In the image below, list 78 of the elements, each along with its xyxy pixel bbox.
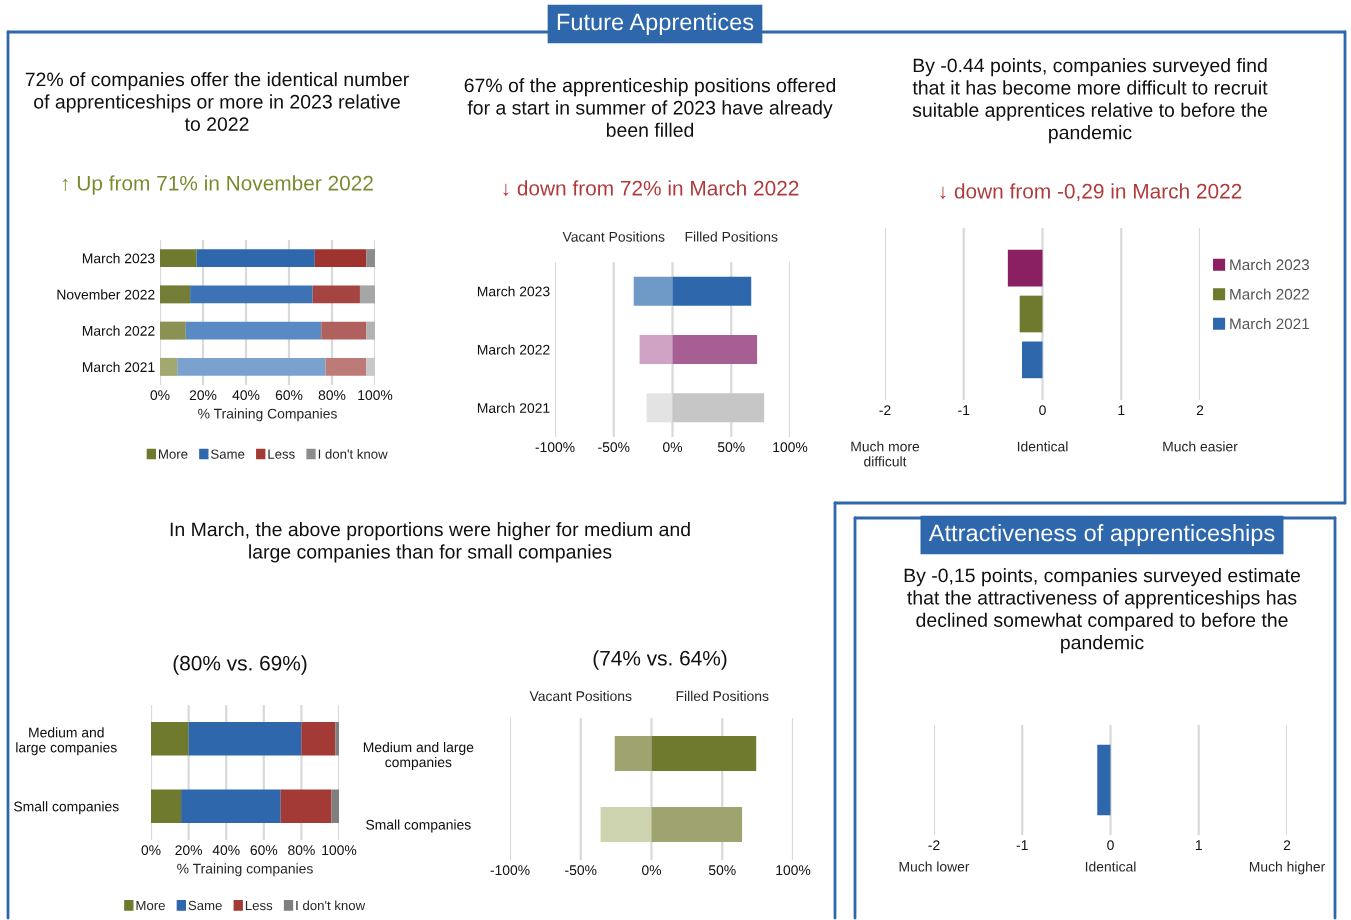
x-tick-label: 50% [717,442,745,453]
text: Identical [1017,441,1068,452]
x-tick-label: 100% [322,845,357,856]
y-tick-label: March 2021 [82,361,155,373]
x-tick-label: -100% [490,865,530,876]
y-tick-label: Small companies [14,801,119,815]
legend-label: March 2022 [1230,288,1309,300]
legend-label: I don't know [296,900,366,911]
text: Vacant Positions [529,690,632,702]
text: Vacant Positions [562,231,665,242]
legend-label: I don't know [318,449,388,459]
text: Future Apprentices [557,13,754,35]
x-tick-label: 50% [708,865,736,876]
x-tick-label: 100% [773,442,808,453]
y-tick-label: March 2022 [477,344,550,355]
legend-label: Same [211,449,245,459]
text: Much lower [899,861,970,872]
legend-label: March 2021 [1230,317,1309,330]
x-axis-title: % Training Companies [198,408,337,422]
x-tick-label: -50% [598,442,630,453]
x-tick-label: 20% [175,845,203,856]
text: In March, the above proportions were higher for medium and large companies than for small companies [170,522,690,563]
x-tick-label: 80% [288,845,315,856]
chart-title: 67% of the apprenticeship positions offered for a start in summer of 2023 have already been filled [464,78,836,137]
x-tick-label: 20% [189,390,217,401]
y-tick-label: March 2023 [82,253,155,264]
y-tick-label: March 2023 [477,286,550,297]
x-tick-label: 100% [776,865,811,876]
x-tick-label: 60% [275,390,303,401]
text: Much easier [1163,441,1238,452]
x-tick-label: 2 [1196,405,1204,415]
text: Much more difficult [851,441,920,467]
x-tick-label: -1 [1016,840,1028,850]
x-tick-label: 0% [642,865,662,876]
x-tick-label: 40% [232,390,260,401]
x-tick-label: 0 [1039,405,1046,416]
y-tick-label: March 2021 [477,402,550,413]
x-tick-label: 80% [318,390,346,401]
x-tick-label: 0% [141,845,161,856]
x-tick-label: 2 [1283,840,1291,850]
x-tick-label: -1 [958,405,970,415]
legend-label: Less [245,900,273,911]
x-tick-label: 0 [1107,840,1114,851]
chart-subtitle: ↓ down from 72% in March 2022 [503,180,799,197]
chart-subtitle: (74% vs. 64%) [593,650,727,670]
legend-label: March 2023 [1230,258,1310,271]
x-tick-label: -50% [565,865,597,876]
chart-subtitle: (80% vs. 69%) [173,655,307,675]
text: Attractiveness of apprenticeships [928,523,1275,547]
x-tick-label: -2 [879,405,891,415]
text: Identical [1085,861,1136,872]
y-tick-label: March 2022 [82,325,155,336]
legend-label: Less [268,449,295,459]
x-tick-label: 60% [250,845,278,856]
y-tick-label: Medium and large companies [16,727,117,756]
x-tick-label: -2 [928,840,940,850]
y-tick-label: November 2022 [57,289,155,300]
chart-title: By -0,15 points, companies surveyed estimate that the attractiveness of apprenticeships has declined somewhat compared to before the pandemic [904,568,1301,654]
x-tick-label: 0% [663,442,683,453]
legend-label: Same [188,900,222,911]
legend-label: More [136,900,165,911]
x-tick-label: 0% [150,390,170,401]
chart-subtitle: ↑ Up from 71% in November 2022 [62,175,373,195]
y-tick-label: Small companies [366,819,471,833]
x-tick-label: -100% [535,442,575,453]
x-tick-label: 1 [1118,405,1125,415]
chart-title: By -0.44 points, companies surveyed find that it has become more difficult to recruit suitable apprentices relative to before the pandemic [912,58,1268,144]
x-axis-title: % Training companies [177,863,313,877]
x-tick-label: 100% [358,390,393,401]
text: Filled Positions [676,690,769,702]
y-tick-label: Medium and large companies [363,741,474,770]
text: Much higher [1249,861,1325,875]
chart-subtitle: ↓ down from -0,29 in March 2022 [940,183,1242,202]
x-tick-label: 1 [1195,840,1202,850]
chart-title: 72% of companies offer the identical number of apprenticeships or more in 2023 relative to 2022 [25,72,409,131]
x-tick-label: 40% [212,845,240,856]
legend-label: More [159,449,188,459]
text: Filled Positions [685,231,778,242]
